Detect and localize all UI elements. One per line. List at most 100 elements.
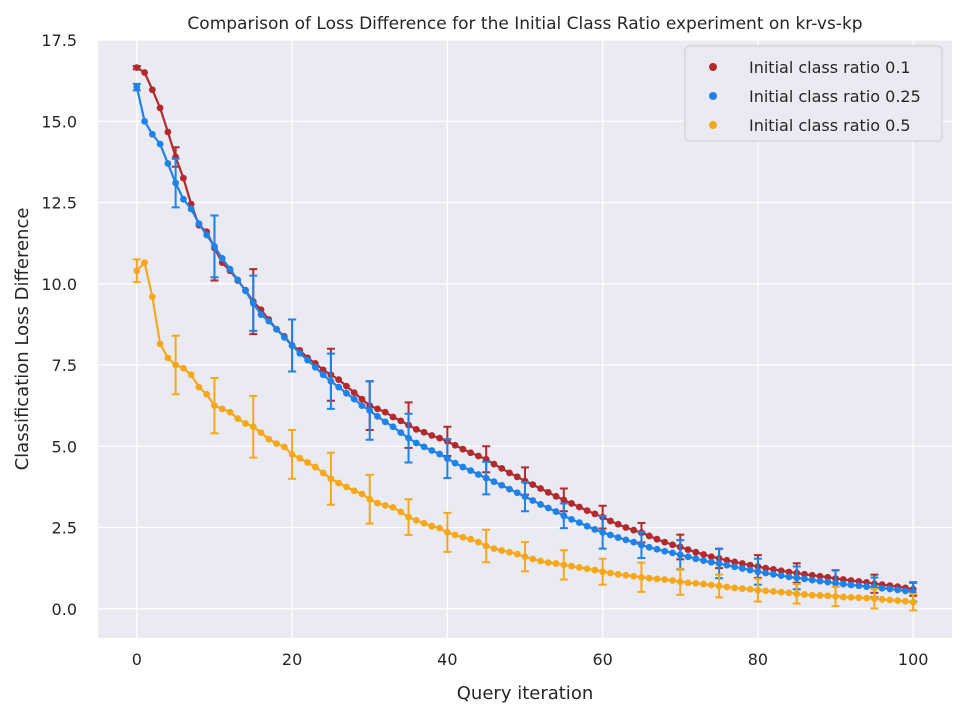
data-point — [832, 593, 839, 600]
data-point — [793, 574, 801, 582]
data-point — [273, 325, 280, 333]
data-point — [661, 547, 669, 555]
data-point — [785, 568, 793, 576]
data-point — [148, 86, 156, 94]
legend-box — [684, 45, 943, 142]
data-point — [443, 528, 451, 536]
data-point — [746, 566, 754, 574]
data-point — [863, 594, 870, 602]
data-point — [793, 590, 801, 598]
data-point — [707, 581, 715, 589]
data-point — [653, 575, 661, 583]
data-point — [498, 464, 506, 472]
data-point — [319, 469, 327, 477]
data-point — [808, 591, 816, 599]
data-point — [700, 557, 707, 565]
data-point — [700, 551, 707, 558]
data-point — [459, 445, 467, 453]
data-point — [234, 276, 242, 284]
data-point — [801, 575, 808, 583]
data-point — [614, 570, 622, 578]
data-point — [832, 579, 839, 587]
data-point — [746, 561, 754, 569]
tick-labels: 0 20 40 60 80 100 0.0 2.5 5.0 7.5 10.0 12.5 15.0 17.5 — [41, 31, 928, 669]
data-point — [366, 495, 374, 503]
data-point — [211, 402, 218, 410]
data-point — [622, 571, 630, 579]
data-point — [886, 585, 894, 593]
data-point — [459, 463, 467, 471]
data-point — [839, 580, 847, 588]
chart-title: Comparison of Loss Difference for the In… — [187, 14, 862, 34]
data-point — [428, 447, 436, 454]
data-point — [669, 577, 676, 584]
data-point — [770, 588, 777, 595]
data-point — [521, 553, 529, 561]
data-point — [645, 543, 653, 551]
data-point — [257, 429, 265, 436]
data-point — [731, 584, 739, 592]
data-point — [482, 474, 490, 482]
data-point — [692, 555, 700, 563]
data-point — [754, 586, 762, 594]
y-axis-label: Classification Loss Difference — [12, 208, 33, 471]
data-point — [374, 412, 381, 420]
data-point — [738, 560, 746, 567]
data-point — [350, 395, 358, 403]
data-point — [195, 220, 203, 228]
data-point — [630, 538, 638, 546]
legend-marker-ratio-0-1 — [709, 63, 717, 71]
data-point — [777, 567, 785, 575]
data-point — [808, 571, 816, 579]
data-point — [599, 528, 607, 536]
data-point — [552, 508, 560, 515]
data-point — [607, 517, 614, 525]
data-point — [397, 429, 405, 436]
data-point — [141, 117, 148, 125]
data-point — [187, 371, 195, 379]
data-point — [513, 550, 521, 558]
data-point — [661, 538, 669, 546]
data-point — [226, 408, 234, 416]
data-point — [475, 538, 482, 546]
data-point — [855, 582, 863, 590]
data-point — [847, 593, 855, 601]
data-point — [358, 402, 366, 410]
data-point — [211, 242, 218, 250]
data-point — [420, 519, 428, 527]
data-point — [490, 478, 498, 486]
data-point — [234, 415, 242, 423]
data-point — [249, 299, 257, 307]
y-tick-label: 2.5 — [52, 519, 77, 538]
legend: Initial class ratio 0.1 Initial class ra… — [684, 45, 943, 142]
data-point — [700, 580, 707, 588]
data-point — [521, 493, 529, 501]
data-point — [350, 389, 358, 397]
data-point — [529, 497, 537, 504]
data-point — [746, 585, 754, 593]
data-point — [389, 423, 397, 431]
data-point — [156, 340, 164, 348]
data-point — [148, 293, 156, 301]
data-point — [707, 558, 715, 566]
data-point — [599, 568, 607, 576]
data-point — [280, 333, 288, 341]
data-point — [544, 504, 552, 512]
x-tick-label: 60 — [592, 650, 612, 669]
data-point — [653, 535, 661, 543]
data-point — [381, 418, 389, 426]
data-point — [847, 581, 855, 589]
data-point — [327, 377, 335, 385]
data-point — [164, 160, 172, 167]
data-point — [180, 195, 187, 203]
data-point — [816, 577, 824, 585]
data-point — [358, 395, 366, 403]
y-tick-label: 10.0 — [41, 275, 77, 294]
data-point — [141, 69, 148, 76]
data-point — [707, 553, 715, 561]
data-point — [249, 423, 257, 431]
data-point — [544, 559, 552, 566]
data-point — [381, 502, 389, 509]
